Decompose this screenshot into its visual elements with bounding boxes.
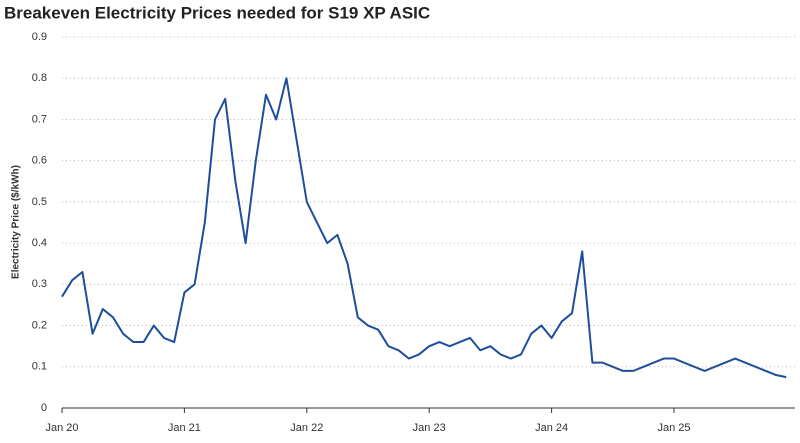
x-tick-label: Jan 25 — [657, 422, 690, 434]
y-tick-label: 0.4 — [32, 237, 47, 249]
x-tick-label: Jan 21 — [168, 422, 201, 434]
y-axis-label: Electricity Price ($/kWh) — [11, 165, 22, 279]
x-tick-label: Jan 23 — [413, 422, 446, 434]
x-tick-label: Jan 20 — [45, 422, 78, 434]
y-tick-label: 0.5 — [32, 196, 47, 208]
x-tick-label: Jan 24 — [535, 422, 568, 434]
y-tick-label: 0 — [41, 402, 47, 414]
y-tick-label: 0.2 — [32, 319, 47, 331]
data-line — [61, 77, 787, 379]
x-tick-label: Jan 22 — [290, 422, 323, 434]
chart-title: Breakeven Electricity Prices needed for … — [4, 3, 430, 22]
y-tick-label: 0.6 — [32, 155, 47, 167]
y-tick-label: 0.1 — [32, 361, 47, 373]
y-tick-label: 0.3 — [32, 278, 47, 290]
y-tick-label: 0.9 — [32, 31, 47, 43]
y-tick-label: 0.7 — [32, 113, 47, 125]
y-tick-label: 0.8 — [32, 72, 47, 84]
